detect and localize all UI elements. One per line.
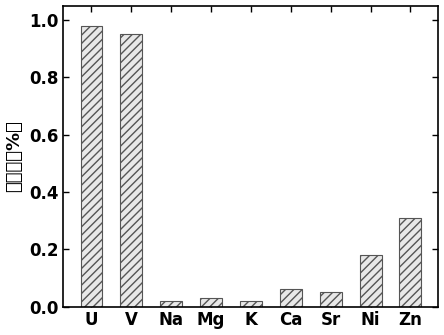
Bar <box>200 298 222 307</box>
Bar <box>80 25 103 307</box>
Bar <box>320 292 342 307</box>
Bar <box>280 289 302 307</box>
Bar <box>160 301 182 307</box>
Bar <box>360 255 381 307</box>
Y-axis label: 吸收率（%）: 吸收率（%） <box>6 120 24 192</box>
Bar <box>120 34 143 307</box>
Bar <box>240 301 262 307</box>
Bar <box>400 218 421 307</box>
